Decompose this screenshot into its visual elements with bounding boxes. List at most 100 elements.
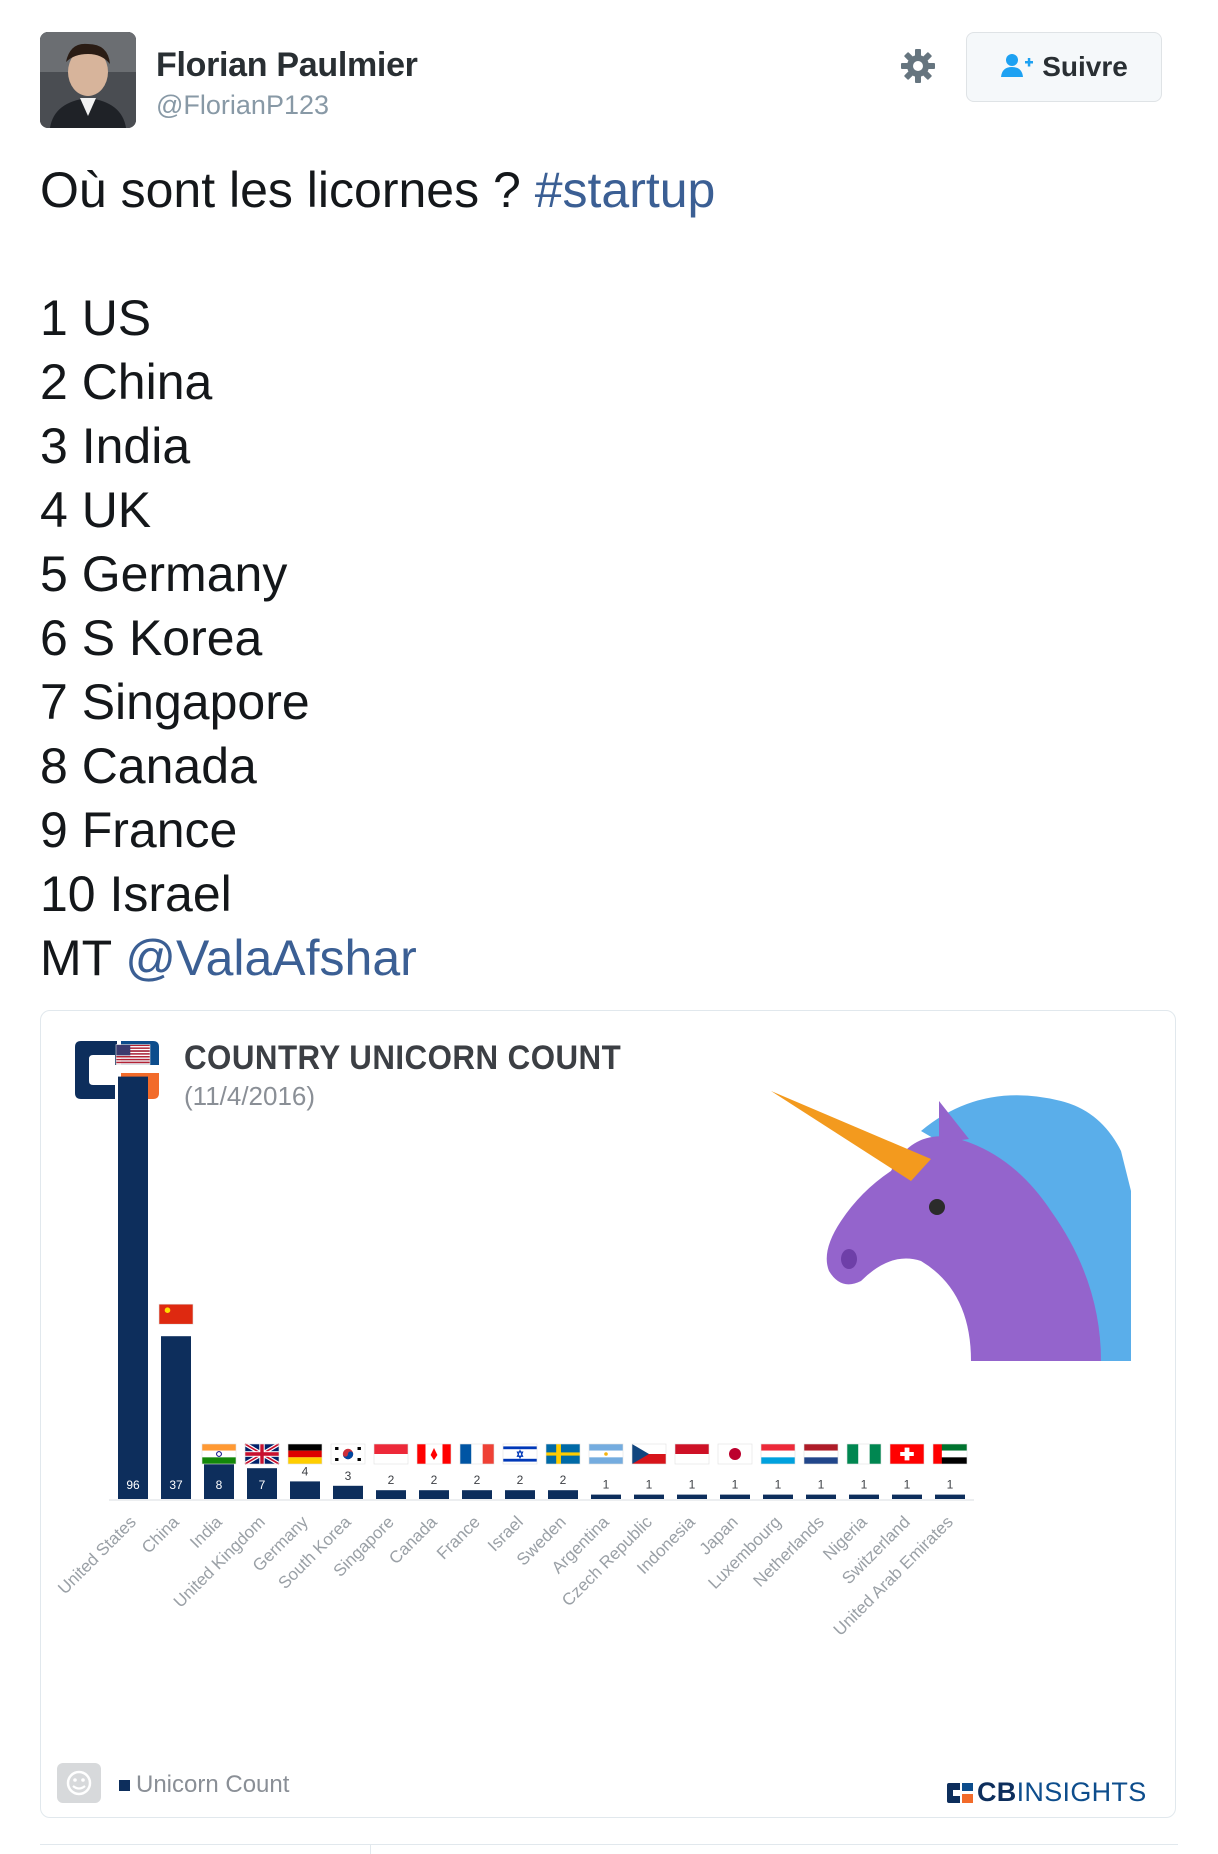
smile-icon[interactable] (57, 1763, 101, 1803)
country-flag-icon (243, 1442, 281, 1466)
gear-icon[interactable] (898, 46, 938, 86)
ranking-line: 1 US (40, 290, 152, 346)
category-label: Canada (385, 1512, 441, 1568)
data-label: 4 (302, 1464, 309, 1478)
data-label: 1 (603, 1478, 610, 1492)
avatar[interactable] (40, 32, 136, 128)
user-handle[interactable]: @FlorianP123 (156, 90, 329, 120)
country-flag-icon (846, 1443, 882, 1465)
ranking-line: 3 India (40, 418, 191, 474)
country-flag-icon (158, 1303, 194, 1325)
ranking-line: 6 S Korea (40, 610, 263, 666)
data-label: 1 (775, 1478, 782, 1492)
bar (720, 1494, 750, 1499)
bar (333, 1485, 363, 1499)
brand-insights: INSIGHTS (1016, 1777, 1147, 1807)
country-flag-icon (674, 1443, 710, 1465)
tweet-image-card[interactable]: COUNTRY UNICORN COUNT (11/4/2016) 96 Unit… (40, 1010, 1176, 1818)
brand-cb: CB (977, 1777, 1017, 1807)
country-flag-icon (803, 1443, 839, 1465)
data-label: 1 (689, 1478, 696, 1492)
country-flag-icon (459, 1443, 495, 1465)
tweet-intro: Où sont les licornes ? (40, 162, 535, 218)
country-flag-icon (115, 1044, 151, 1065)
add-person-icon (1000, 52, 1034, 83)
mention-link[interactable]: @ValaAfshar (125, 930, 417, 986)
unicorn-illustration (771, 1061, 1171, 1431)
bar (247, 1468, 277, 1499)
follow-button[interactable]: Suivre (966, 32, 1162, 102)
bar (892, 1494, 922, 1499)
data-label: 7 (259, 1478, 266, 1492)
ranking-line: 8 Canada (40, 738, 257, 794)
data-label: 1 (861, 1478, 868, 1492)
cb-insights-wordmark: CBINSIGHTS (947, 1777, 1147, 1808)
country-flag-icon (932, 1443, 968, 1465)
country-flag-icon (631, 1443, 667, 1465)
hashtag-link[interactable]: #startup (534, 162, 716, 218)
ranking-line: 5 Germany (40, 546, 288, 602)
bar (161, 1336, 191, 1499)
data-label: 1 (646, 1478, 653, 1492)
bar (763, 1494, 793, 1499)
country-flag-icon (416, 1443, 452, 1465)
category-label: United States (54, 1512, 140, 1598)
legend-label: Unicorn Count (136, 1771, 290, 1798)
chart-date: (11/4/2016) (184, 1081, 316, 1111)
country-flag-icon (502, 1443, 538, 1465)
follow-button-label: Suivre (1042, 51, 1128, 82)
bar (634, 1494, 664, 1499)
bar (419, 1490, 449, 1499)
category-label: France (433, 1512, 484, 1563)
data-label: 1 (818, 1478, 825, 1492)
tweet-intro-line: Où sont les licornes ? #startup (40, 158, 1170, 222)
country-flag-icon (373, 1443, 409, 1465)
bar (462, 1490, 492, 1499)
bar (118, 1076, 148, 1499)
tweet-text: Où sont les licornes ? #startup 1 US 2 Ch… (40, 158, 1170, 990)
chart-title: COUNTRY UNICORN COUNT (184, 1039, 622, 1077)
ranking-line: 10 Israel (40, 866, 232, 922)
bar (548, 1490, 578, 1499)
data-label: 1 (732, 1478, 739, 1492)
data-label: 1 (947, 1478, 954, 1492)
country-flag-icon (201, 1443, 237, 1465)
tweet-mt-line: MT @ValaAfshar (40, 926, 1170, 990)
category-label: India (186, 1512, 226, 1552)
ranking-line: 2 China (40, 354, 213, 410)
bar (849, 1494, 879, 1499)
data-label: 3 (345, 1469, 352, 1483)
country-flag-icon (760, 1443, 796, 1465)
mt-prefix: MT (40, 930, 126, 986)
bar (591, 1494, 621, 1499)
ranking-line: 4 UK (40, 482, 152, 538)
data-label: 1 (904, 1478, 911, 1492)
bar (376, 1490, 406, 1499)
data-label: 96 (126, 1478, 140, 1492)
display-name[interactable]: Florian Paulmier (156, 46, 418, 84)
tweet-header: Florian Paulmier @FlorianP123 (40, 32, 1178, 132)
bar (806, 1494, 836, 1499)
bar (505, 1490, 535, 1499)
bar (204, 1463, 234, 1499)
data-label: 2 (388, 1473, 395, 1487)
bar (290, 1481, 320, 1499)
data-label: 2 (517, 1473, 524, 1487)
ranking-line: 7 Singapore (40, 674, 310, 730)
country-flag-icon (287, 1443, 323, 1465)
data-label: 37 (169, 1478, 183, 1492)
divider-tick (370, 1844, 371, 1854)
ranking-list: 1 US 2 China 3 India 4 UK 5 Germany 6 S Korea… (40, 286, 1170, 926)
chart-legend: Unicorn Count (119, 1771, 289, 1799)
country-flag-icon (889, 1443, 925, 1465)
bar (677, 1494, 707, 1499)
divider (40, 1844, 1178, 1845)
data-label: 2 (474, 1473, 481, 1487)
data-label: 2 (431, 1473, 438, 1487)
data-label: 8 (216, 1478, 223, 1492)
legend-swatch (119, 1780, 130, 1792)
country-flag-icon (330, 1443, 366, 1465)
ranking-line: 9 France (40, 802, 238, 858)
country-flag-icon (545, 1443, 581, 1465)
